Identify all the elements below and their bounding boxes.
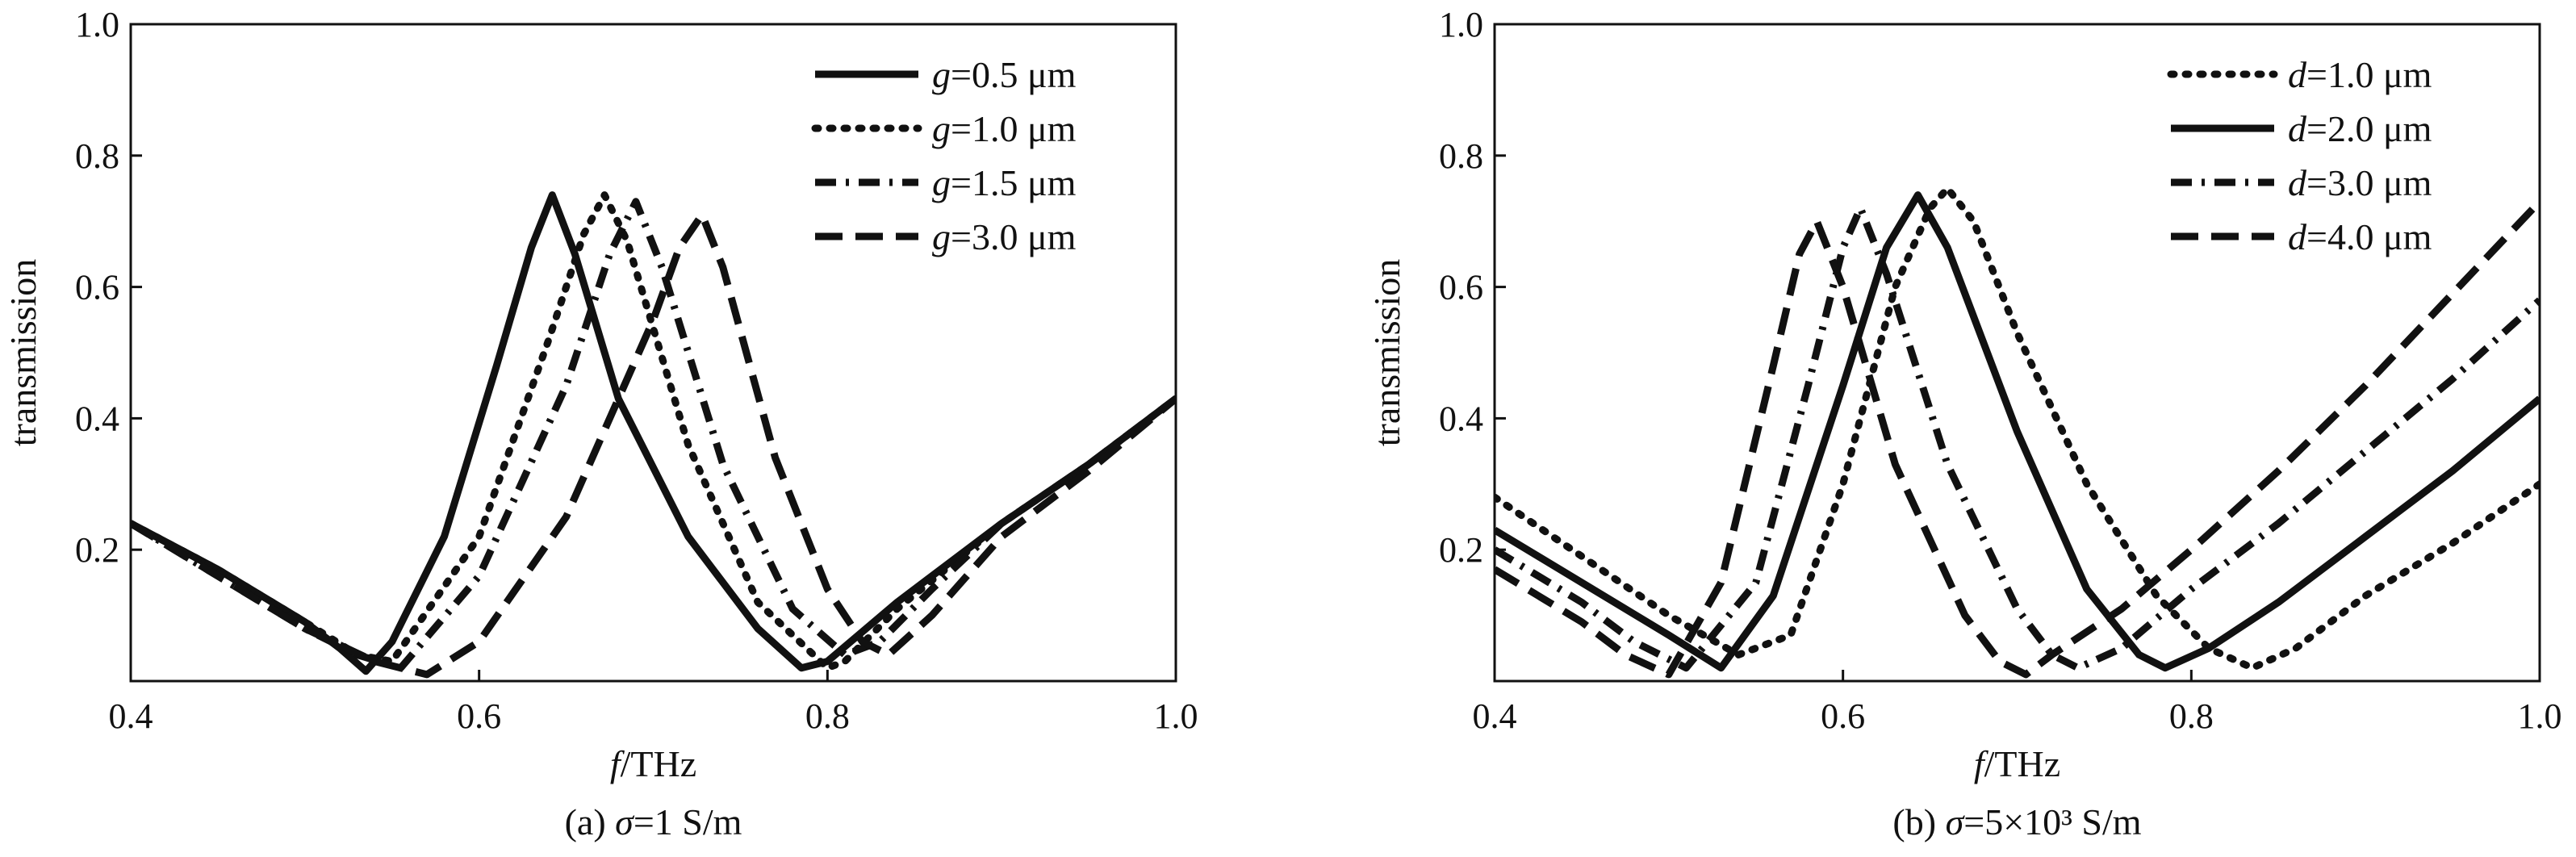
series-line-1: [131, 191, 1176, 675]
figure-caption: (a) σ=1 S/m: [565, 801, 742, 842]
x-tick-label: 1.0: [1154, 696, 1198, 736]
y-tick-label: 0.8: [1439, 136, 1483, 176]
legend-label-3: g=1.5 μm: [932, 162, 1077, 203]
y-tick-label: 0.6: [1439, 268, 1483, 307]
x-tick-label: 0.4: [109, 696, 153, 736]
y-axis-label: transmission: [2, 259, 44, 447]
chart-a: 0.4 0.6 0.8 1.0 0.2 0.4 0.6 0.8 1.0 f/THz transmis…: [2, 5, 1198, 842]
legend-label-1: g=0.5 μm: [932, 54, 1077, 95]
legend-label-4: g=3.0 μm: [932, 216, 1077, 257]
figure-caption: (b) σ=5×10³ S/m: [1892, 801, 2141, 842]
x-axis-label: f/THz: [1974, 743, 2060, 784]
x-tick-label: 1.0: [2518, 696, 2562, 736]
series-line-4: [1495, 199, 2540, 679]
y-tick-label: 1.0: [1439, 5, 1483, 44]
y-tick-label: 0.2: [1439, 530, 1483, 570]
y-tick-label: 0.4: [1439, 399, 1483, 438]
series-line-1: [1495, 185, 2540, 672]
x-tick-label: 0.6: [457, 696, 501, 736]
legend: g=0.5 μm g=1.0 μm g=1.5 μm g=3.0 μm: [811, 54, 1077, 257]
series-line-4: [131, 211, 1176, 679]
y-tick-label: 0.2: [75, 530, 119, 570]
series-group: [131, 191, 1176, 679]
legend-label-2: g=1.0 μm: [932, 108, 1077, 149]
legend-label-1: d=1.0 μm: [2288, 54, 2432, 95]
x-tick-label: 0.6: [1821, 696, 1865, 736]
y-tick-label: 0.4: [75, 399, 119, 438]
series-line-2: [131, 191, 1176, 672]
x-tick-label: 0.4: [1473, 696, 1517, 736]
y-tick-label: 0.6: [75, 268, 119, 307]
x-tick-label: 0.8: [805, 696, 850, 736]
chart-b: 0.4 0.6 0.8 1.0 0.2 0.4 0.6 0.8 1.0 f/THz transmis…: [1366, 5, 2562, 842]
plot-frame: [129, 23, 1177, 683]
series-line-3: [131, 198, 1176, 672]
series-line-2: [1495, 191, 2540, 672]
series-group: [1495, 185, 2540, 679]
series-line-3: [1495, 204, 2540, 672]
legend-label-3: d=3.0 μm: [2288, 162, 2432, 203]
legend-label-2: d=2.0 μm: [2288, 108, 2432, 149]
x-axis-label: f/THz: [610, 743, 696, 784]
y-axis-label: transmission: [1366, 259, 1407, 447]
y-tick-label: 1.0: [75, 5, 119, 44]
y-tick-label: 0.8: [75, 136, 119, 176]
legend: d=1.0 μm d=2.0 μm d=3.0 μm d=4.0 μm: [2167, 54, 2432, 257]
x-tick-label: 0.8: [2169, 696, 2214, 736]
legend-label-4: d=4.0 μm: [2288, 216, 2432, 257]
plot-frame: [1493, 23, 2541, 683]
